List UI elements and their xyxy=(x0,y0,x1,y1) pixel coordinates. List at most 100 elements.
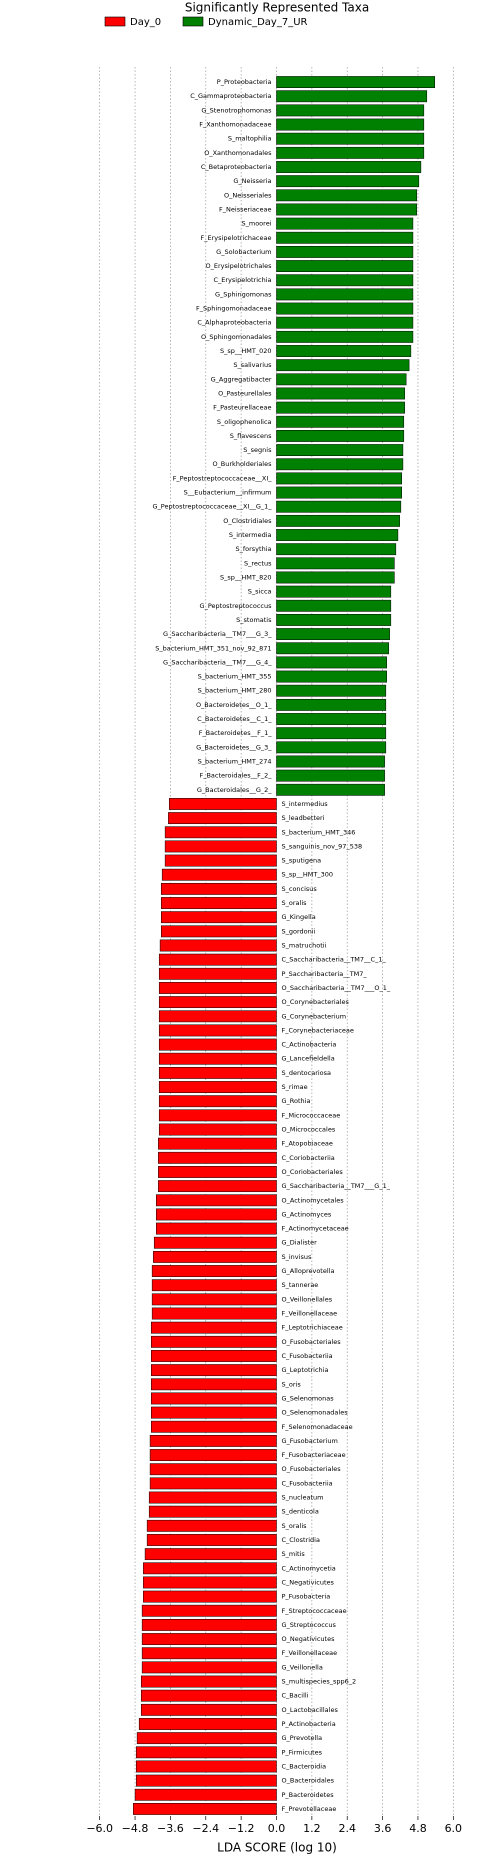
x-tick-label: 3.6 xyxy=(374,1822,392,1835)
bar xyxy=(148,1505,277,1518)
bar xyxy=(140,1675,277,1688)
category-label: S_rectus xyxy=(244,559,272,567)
bar xyxy=(276,628,390,641)
category-label: S_mitis xyxy=(282,1550,306,1558)
bar xyxy=(151,1420,277,1433)
bar xyxy=(276,514,400,527)
bar xyxy=(140,1689,277,1702)
category-label: O_Micrococcales xyxy=(282,1126,336,1134)
bar xyxy=(276,557,395,570)
category-label: G_Bacteroidales__G_2_ xyxy=(197,786,272,794)
bar xyxy=(149,1449,277,1461)
category-label: C_Saccharibacteria__TM7__C_1_ xyxy=(282,956,387,964)
category-label: G_Saccharibacteria__TM7___G_1_ xyxy=(282,1182,391,1190)
category-label: G_Corynebacterium xyxy=(282,1012,347,1020)
bar xyxy=(151,1307,277,1320)
category-label: S_invisus xyxy=(282,1253,312,1261)
category-label: C_Clostridia xyxy=(282,1536,320,1544)
bar xyxy=(156,1194,277,1207)
bar xyxy=(141,1661,277,1674)
category-label: P_Actinobacteria xyxy=(282,1720,336,1728)
category-label: F_Bacteroidetes__F_1_ xyxy=(199,729,273,737)
category-label: S_dentocariosa xyxy=(282,1069,332,1077)
bar xyxy=(276,189,418,202)
category-label: C_Bacteroidetes__C_1_ xyxy=(197,715,272,723)
bar xyxy=(141,1633,277,1645)
bar xyxy=(158,1010,277,1023)
x-tick-label: 6.0 xyxy=(445,1822,463,1835)
bar xyxy=(276,543,397,556)
category-label: F_Xanthomonadaceae xyxy=(199,121,271,129)
category-label: O_Burkholderiales xyxy=(212,460,272,468)
bar xyxy=(276,274,414,287)
bar xyxy=(276,161,422,173)
bar xyxy=(276,90,428,103)
bar xyxy=(151,1406,277,1419)
x-tick-label: 4.8 xyxy=(409,1822,427,1835)
category-label: S_sp__HMT_020 xyxy=(220,347,272,355)
category-label: S_stomatis xyxy=(236,616,272,624)
bar xyxy=(276,373,407,386)
category-label: C_Alphaproteobacteria xyxy=(197,319,271,327)
category-label: P_Bacteroidetes xyxy=(282,1791,335,1799)
category-label: C_Coriobacteriia xyxy=(282,1154,335,1162)
bar xyxy=(276,656,387,669)
bar xyxy=(276,401,405,414)
bar xyxy=(158,1052,277,1065)
bar xyxy=(156,1208,277,1221)
category-label: G_Aggregatibacter xyxy=(211,375,272,383)
category-label: C_Actinomycetia xyxy=(282,1564,336,1572)
bar xyxy=(151,1293,277,1306)
category-label: G_Rothia xyxy=(282,1097,311,1105)
bar xyxy=(143,1576,277,1589)
bar xyxy=(161,868,277,881)
bar xyxy=(161,882,277,895)
x-axis-label: LDA SCORE (log 10) xyxy=(217,1841,337,1855)
bar xyxy=(143,1562,277,1575)
category-label: S_moorei xyxy=(242,220,272,228)
bar xyxy=(276,203,418,216)
category-label: F_Bacteroidales__F_2_ xyxy=(199,772,272,780)
x-tick-label: 2.4 xyxy=(338,1822,356,1835)
category-label: O_Bacteroidales xyxy=(282,1777,335,1785)
category-label: S_denticola xyxy=(282,1508,319,1516)
category-label: G_Solobacterium xyxy=(216,248,271,256)
category-label: S_oralis xyxy=(282,1522,308,1530)
bar xyxy=(168,798,277,810)
bar xyxy=(134,1788,277,1801)
category-label: S_rimae xyxy=(282,1083,308,1091)
category-label: S_matruchotii xyxy=(282,942,327,950)
category-label: O_Negativicutes xyxy=(282,1635,336,1643)
category-label: F_Veillonellaceae xyxy=(282,1310,338,1318)
category-label: O_Fusobacteriales xyxy=(282,1338,342,1346)
bar xyxy=(276,387,405,400)
category-label: G_Actinomyces xyxy=(282,1210,332,1218)
bar xyxy=(276,146,425,159)
category-label: G_Selenomonas xyxy=(282,1394,335,1402)
bar xyxy=(158,1038,277,1051)
category-label: S__Eubacterium__infirmum xyxy=(184,489,272,497)
x-tick-label: −1.2 xyxy=(228,1822,255,1835)
category-label: O_Veillonellales xyxy=(282,1295,333,1303)
category-label: O_Pasteurellales xyxy=(218,389,272,397)
category-label: S_salivarius xyxy=(233,361,272,369)
category-label: S_sp__HMT_820 xyxy=(220,573,272,581)
bar xyxy=(140,1703,277,1716)
bar xyxy=(276,684,387,697)
category-label: F_Sphingomonadaceae xyxy=(196,305,271,313)
bar xyxy=(135,1760,277,1773)
category-label: F_Fusobacteriaceae xyxy=(282,1451,346,1459)
bar xyxy=(151,1350,277,1362)
bar xyxy=(158,1166,277,1178)
bar xyxy=(276,415,405,428)
legend-label: Dynamic_Day_7_UR xyxy=(208,17,308,28)
bar xyxy=(168,812,277,825)
category-label: O_Saccharibacteria__TM7___O_1_ xyxy=(282,984,391,992)
bar xyxy=(158,1137,277,1150)
category-label: G_Saccharibacteria__TM7___G_3_ xyxy=(163,630,272,638)
category-label: O_Neisseriales xyxy=(224,191,272,199)
x-tick-label: 1.2 xyxy=(303,1822,321,1835)
bar xyxy=(158,1081,277,1093)
category-label: O_Erysipelotrichales xyxy=(206,262,273,270)
category-label: F_Corynebacteriaceae xyxy=(282,1026,354,1034)
